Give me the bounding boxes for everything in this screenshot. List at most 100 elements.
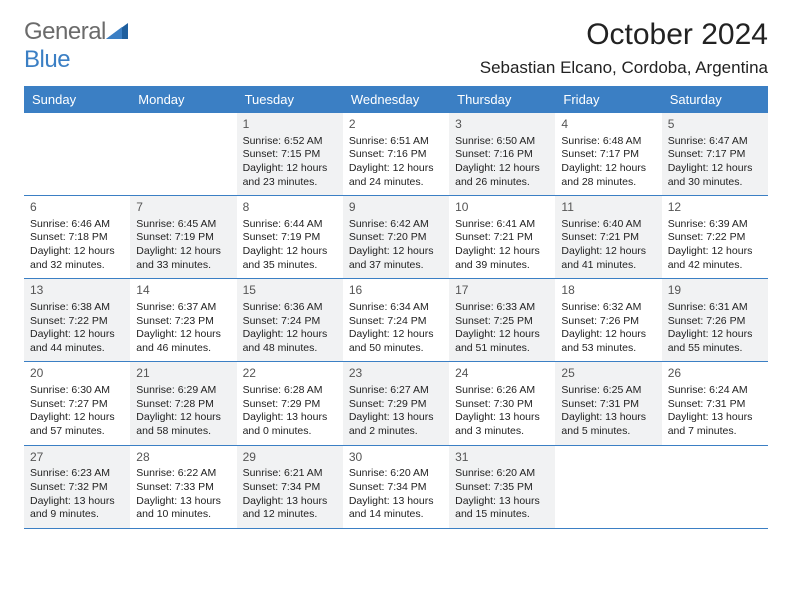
day-cell: 5 Sunrise: 6:47 AMSunset: 7:17 PMDaylight… bbox=[662, 113, 768, 195]
daylight-line: Daylight: 13 hours and 14 minutes. bbox=[349, 495, 443, 522]
daylight-line: Daylight: 12 hours and 39 minutes. bbox=[455, 245, 549, 272]
daylight-line: Daylight: 12 hours and 41 minutes. bbox=[561, 245, 655, 272]
sunrise-line: Sunrise: 6:26 AM bbox=[455, 384, 549, 398]
sunset-line: Sunset: 7:31 PM bbox=[561, 398, 655, 412]
location-text: Sebastian Elcano, Cordoba, Argentina bbox=[480, 58, 768, 78]
daylight-line: Daylight: 12 hours and 51 minutes. bbox=[455, 328, 549, 355]
day-number: 2 bbox=[349, 117, 443, 133]
sunrise-line: Sunrise: 6:47 AM bbox=[668, 135, 762, 149]
sunset-line: Sunset: 7:24 PM bbox=[349, 315, 443, 329]
day-number: 28 bbox=[136, 450, 230, 466]
sunrise-line: Sunrise: 6:42 AM bbox=[349, 218, 443, 232]
day-number: 25 bbox=[561, 366, 655, 382]
day-number: 29 bbox=[243, 450, 337, 466]
day-header: Thursday bbox=[449, 86, 555, 113]
sunset-line: Sunset: 7:26 PM bbox=[561, 315, 655, 329]
week-row: 6Sunrise: 6:46 AMSunset: 7:18 PMDaylight… bbox=[24, 196, 768, 279]
day-number: 22 bbox=[243, 366, 337, 382]
daylight-line: Daylight: 12 hours and 55 minutes. bbox=[668, 328, 762, 355]
daylight-line: Daylight: 12 hours and 53 minutes. bbox=[561, 328, 655, 355]
sunset-line: Sunset: 7:18 PM bbox=[30, 231, 124, 245]
day-cell: 10Sunrise: 6:41 AMSunset: 7:21 PMDayligh… bbox=[449, 196, 555, 278]
sunrise-line: Sunrise: 6:46 AM bbox=[30, 218, 124, 232]
daylight-line: Daylight: 12 hours and 32 minutes. bbox=[30, 245, 124, 272]
daylight-line: Daylight: 12 hours and 58 minutes. bbox=[136, 411, 230, 438]
sunset-line: Sunset: 7:22 PM bbox=[30, 315, 124, 329]
sunrise-line: Sunrise: 6:52 AM bbox=[243, 135, 337, 149]
title-block: October 2024 Sebastian Elcano, Cordoba, … bbox=[480, 18, 768, 78]
day-cell: 12Sunrise: 6:39 AMSunset: 7:22 PMDayligh… bbox=[662, 196, 768, 278]
day-header: Saturday bbox=[662, 86, 768, 113]
daylight-line: Daylight: 12 hours and 33 minutes. bbox=[136, 245, 230, 272]
sunset-line: Sunset: 7:25 PM bbox=[455, 315, 549, 329]
sunrise-line: Sunrise: 6:33 AM bbox=[455, 301, 549, 315]
day-cell: 9Sunrise: 6:42 AMSunset: 7:20 PMDaylight… bbox=[343, 196, 449, 278]
sunset-line: Sunset: 7:27 PM bbox=[30, 398, 124, 412]
day-cell: 4Sunrise: 6:48 AMSunset: 7:17 PMDaylight… bbox=[555, 113, 661, 195]
sunset-line: Sunset: 7:15 PM bbox=[243, 148, 337, 162]
daylight-line: Daylight: 13 hours and 0 minutes. bbox=[243, 411, 337, 438]
page-header: General Blue October 2024 Sebastian Elca… bbox=[24, 18, 768, 78]
daylight-line: Daylight: 12 hours and 24 minutes. bbox=[349, 162, 443, 189]
daylight-line: Daylight: 12 hours and 50 minutes. bbox=[349, 328, 443, 355]
day-cell: 11Sunrise: 6:40 AMSunset: 7:21 PMDayligh… bbox=[555, 196, 661, 278]
logo: General Blue bbox=[24, 18, 128, 74]
daylight-line: Daylight: 12 hours and 30 minutes. bbox=[668, 162, 762, 189]
sunrise-line: Sunrise: 6:48 AM bbox=[561, 135, 655, 149]
sunrise-line: Sunrise: 6:38 AM bbox=[30, 301, 124, 315]
day-cell: 17Sunrise: 6:33 AMSunset: 7:25 PMDayligh… bbox=[449, 279, 555, 361]
sunset-line: Sunset: 7:31 PM bbox=[668, 398, 762, 412]
day-number: 12 bbox=[668, 200, 762, 216]
sunset-line: Sunset: 7:28 PM bbox=[136, 398, 230, 412]
sunset-line: Sunset: 7:19 PM bbox=[136, 231, 230, 245]
day-cell bbox=[24, 113, 130, 195]
day-cell: 26Sunrise: 6:24 AMSunset: 7:31 PMDayligh… bbox=[662, 362, 768, 444]
daylight-line: Daylight: 12 hours and 46 minutes. bbox=[136, 328, 230, 355]
day-cell: 22Sunrise: 6:28 AMSunset: 7:29 PMDayligh… bbox=[237, 362, 343, 444]
daylight-line: Daylight: 13 hours and 12 minutes. bbox=[243, 495, 337, 522]
day-header: Wednesday bbox=[343, 86, 449, 113]
sunrise-line: Sunrise: 6:36 AM bbox=[243, 301, 337, 315]
day-number: 16 bbox=[349, 283, 443, 299]
day-number: 24 bbox=[455, 366, 549, 382]
day-cell: 31Sunrise: 6:20 AMSunset: 7:35 PMDayligh… bbox=[449, 446, 555, 528]
day-cell: 1Sunrise: 6:52 AMSunset: 7:15 PMDaylight… bbox=[237, 113, 343, 195]
day-number: 14 bbox=[136, 283, 230, 299]
day-number: 31 bbox=[455, 450, 549, 466]
logo-text: General Blue bbox=[24, 18, 128, 74]
sunset-line: Sunset: 7:24 PM bbox=[243, 315, 337, 329]
day-number: 13 bbox=[30, 283, 124, 299]
calendar-body: 1Sunrise: 6:52 AMSunset: 7:15 PMDaylight… bbox=[24, 113, 768, 529]
daylight-line: Daylight: 12 hours and 28 minutes. bbox=[561, 162, 655, 189]
day-number: 5 bbox=[668, 117, 762, 133]
sunset-line: Sunset: 7:29 PM bbox=[349, 398, 443, 412]
day-header: Tuesday bbox=[237, 86, 343, 113]
month-title: October 2024 bbox=[480, 18, 768, 52]
day-number: 7 bbox=[136, 200, 230, 216]
sunset-line: Sunset: 7:21 PM bbox=[455, 231, 549, 245]
day-cell: 27Sunrise: 6:23 AMSunset: 7:32 PMDayligh… bbox=[24, 446, 130, 528]
day-number: 18 bbox=[561, 283, 655, 299]
sunrise-line: Sunrise: 6:24 AM bbox=[668, 384, 762, 398]
day-cell bbox=[130, 113, 236, 195]
logo-triangle-icon bbox=[106, 23, 128, 39]
sunrise-line: Sunrise: 6:45 AM bbox=[136, 218, 230, 232]
day-number: 21 bbox=[136, 366, 230, 382]
sunrise-line: Sunrise: 6:20 AM bbox=[349, 467, 443, 481]
daylight-line: Daylight: 13 hours and 9 minutes. bbox=[30, 495, 124, 522]
day-number: 3 bbox=[455, 117, 549, 133]
day-cell: 3Sunrise: 6:50 AMSunset: 7:16 PMDaylight… bbox=[449, 113, 555, 195]
sunset-line: Sunset: 7:30 PM bbox=[455, 398, 549, 412]
day-cell: 14Sunrise: 6:37 AMSunset: 7:23 PMDayligh… bbox=[130, 279, 236, 361]
day-cell: 28Sunrise: 6:22 AMSunset: 7:33 PMDayligh… bbox=[130, 446, 236, 528]
sunrise-line: Sunrise: 6:20 AM bbox=[455, 467, 549, 481]
daylight-line: Daylight: 13 hours and 2 minutes. bbox=[349, 411, 443, 438]
sunrise-line: Sunrise: 6:31 AM bbox=[668, 301, 762, 315]
sunset-line: Sunset: 7:17 PM bbox=[561, 148, 655, 162]
sunrise-line: Sunrise: 6:23 AM bbox=[30, 467, 124, 481]
sunset-line: Sunset: 7:32 PM bbox=[30, 481, 124, 495]
daylight-line: Daylight: 12 hours and 44 minutes. bbox=[30, 328, 124, 355]
day-cell: 25Sunrise: 6:25 AMSunset: 7:31 PMDayligh… bbox=[555, 362, 661, 444]
day-number: 11 bbox=[561, 200, 655, 216]
sunset-line: Sunset: 7:17 PM bbox=[668, 148, 762, 162]
